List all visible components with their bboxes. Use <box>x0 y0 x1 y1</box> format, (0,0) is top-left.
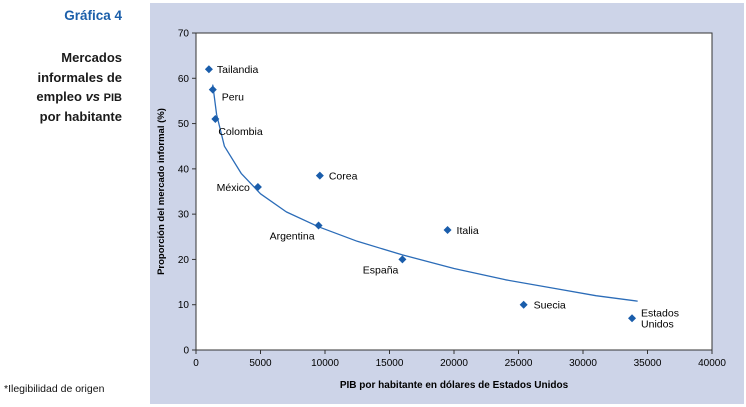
y-tick-label: 50 <box>178 119 190 130</box>
data-point <box>628 314 637 323</box>
x-tick-label: 0 <box>193 358 199 369</box>
point-label: Peru <box>222 92 244 104</box>
point-label: Italia <box>457 225 479 237</box>
data-point <box>211 115 220 124</box>
point-label: Tailandia <box>217 64 259 76</box>
y-tick-label: 40 <box>178 164 190 175</box>
x-tick-label: 40000 <box>698 358 726 369</box>
x-tick-label: 30000 <box>569 358 597 369</box>
figure-title-vs: vs <box>85 89 101 104</box>
figure-title-part1: Mercados informales de empleo <box>36 50 122 104</box>
x-tick-label: 5000 <box>249 358 272 369</box>
point-label: Suecia <box>534 300 566 312</box>
chart-panel: 0 5000 10000 15000 20000 25000 30000 35000 40000… <box>150 3 744 404</box>
x-tick-label: 25000 <box>505 358 533 369</box>
x-tick-label: 35000 <box>634 358 662 369</box>
y-axis-label: Proporción del mercado informal (%) <box>156 108 167 275</box>
figure-label: Gráfica 4 <box>64 8 122 23</box>
plot-area-bg <box>196 33 712 350</box>
x-axis-label: PIB por habitante en dólares de Estados … <box>340 380 569 391</box>
x-tick-label: 20000 <box>440 358 468 369</box>
point-label: Estados Unidos <box>641 307 679 330</box>
point-label: España <box>363 264 399 276</box>
y-tick-label: 0 <box>183 346 189 357</box>
data-point <box>443 225 452 234</box>
x-tick-label: 15000 <box>376 358 404 369</box>
point-label: México <box>217 182 250 194</box>
data-point <box>314 221 323 230</box>
data-point <box>204 65 213 74</box>
data-point <box>519 300 528 309</box>
figure-title-part2: por habitante <box>39 108 122 124</box>
y-tick-label: 70 <box>178 29 190 40</box>
data-point <box>208 85 217 94</box>
point-label: Colombia <box>218 126 263 138</box>
figure-title: Mercados informales de empleo vs PIB por… <box>18 48 122 126</box>
data-point <box>315 171 324 180</box>
footnote: *Ilegibilidad de origen <box>4 383 105 395</box>
sidebar: Gráfica 4 Mercados informales de empleo … <box>0 0 148 407</box>
y-tick-label: 60 <box>178 74 190 85</box>
x-tick-label: 10000 <box>311 358 339 369</box>
y-tick-label: 10 <box>178 300 190 311</box>
y-tick-label: 30 <box>178 210 190 221</box>
chart-svg: 0 5000 10000 15000 20000 25000 30000 35000 40000… <box>150 3 744 404</box>
plot-border <box>195 32 713 351</box>
y-tick-label: 20 <box>178 255 190 266</box>
trend-line <box>212 84 638 302</box>
point-label: Corea <box>329 171 358 183</box>
figure-title-pib: PIB <box>103 92 122 104</box>
point-label: Argentina <box>270 230 315 242</box>
data-point <box>253 182 262 191</box>
